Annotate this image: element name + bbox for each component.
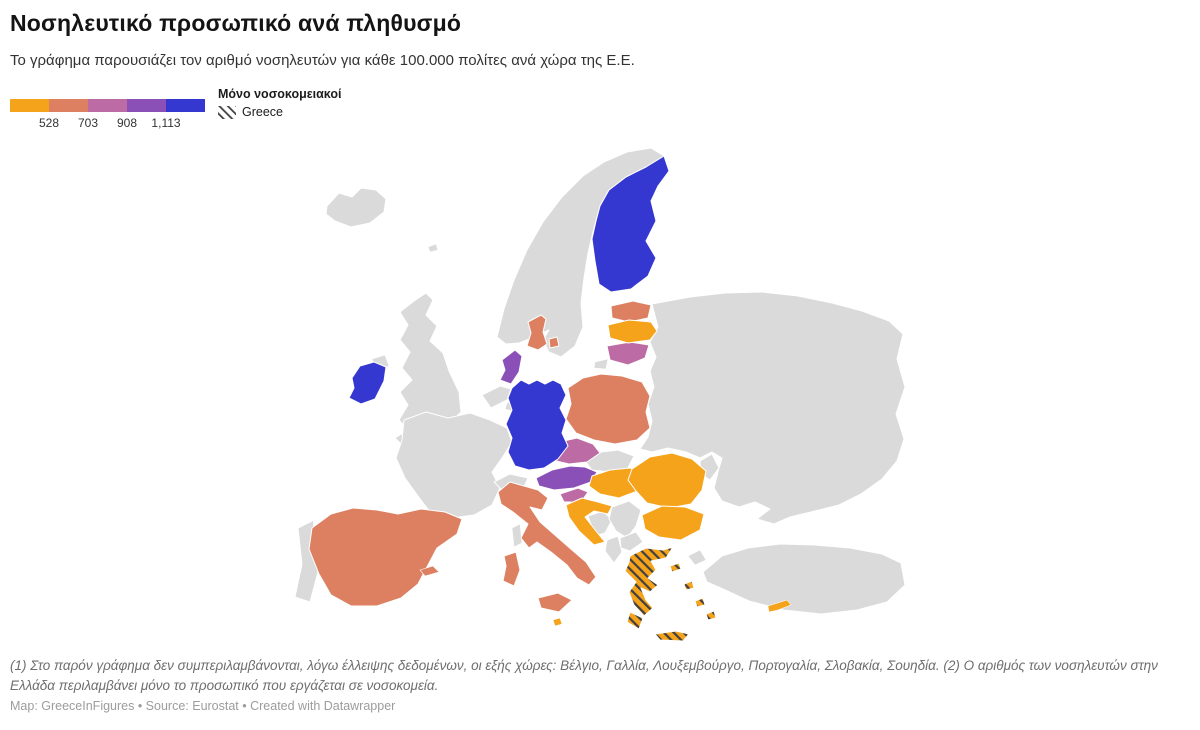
country-romania[interactable] (627, 452, 707, 509)
country-iceland[interactable] (325, 187, 387, 228)
legend-swatch-4 (127, 99, 166, 112)
legend-swatch-2 (49, 99, 88, 112)
footnote: (1) Στο παρόν γράφημα δεν συμπεριλαμβάνο… (10, 658, 1158, 694)
country-balearic-islands[interactable] (419, 565, 440, 577)
map-container (0, 140, 1200, 645)
country-netherlands[interactable] (499, 349, 523, 385)
country-italy[interactable] (497, 481, 597, 613)
country-albania[interactable] (604, 535, 623, 564)
country-bulgaria[interactable] (641, 505, 705, 541)
country-slovakia[interactable] (585, 449, 635, 473)
country-kaliningrad[interactable] (593, 358, 609, 370)
country-lithuania[interactable] (606, 341, 650, 366)
country-turkey[interactable] (702, 543, 906, 615)
country-faroe-islands[interactable] (427, 243, 439, 253)
hatch-swatch-icon (218, 105, 236, 119)
legend-threshold-3: 908 (116, 116, 138, 130)
legend-threshold-1: 528 (38, 116, 60, 130)
country-turkey-thrace[interactable] (687, 549, 707, 566)
country-greece[interactable] (624, 546, 717, 642)
country-austria[interactable] (535, 465, 598, 491)
country-spain[interactable] (308, 507, 463, 607)
country-germany[interactable] (505, 379, 569, 471)
country-ireland[interactable] (348, 361, 387, 405)
legend-threshold-4: 1,113 (151, 116, 181, 130)
legend-swatch-3 (88, 99, 127, 112)
country-finland[interactable] (591, 155, 670, 293)
legend-threshold-2: 703 (77, 116, 99, 130)
country-france[interactable] (395, 411, 513, 519)
country-north-macedonia[interactable] (619, 531, 644, 552)
country-estonia[interactable] (610, 300, 652, 323)
country-poland[interactable] (565, 373, 651, 445)
country-denmark[interactable] (526, 314, 560, 351)
legend-hatch-block: Μόνο νοσοκομειακοί Greece (218, 87, 341, 119)
country-latvia[interactable] (607, 319, 658, 344)
legend-swatch-5 (166, 99, 205, 112)
page-subtitle: Το γράφημα παρουσιάζει τον αριθμό νοσηλε… (10, 52, 635, 69)
page-title: Νοσηλευτικό προσωπικό ανά πληθυσμό (10, 10, 462, 36)
legend-swatches (10, 99, 205, 112)
attribution: Map: GreeceInFigures • Source: Eurostat … (10, 699, 396, 713)
country-malta[interactable] (552, 617, 563, 627)
legend-hatch-label: Greece (242, 105, 283, 119)
legend-color-scale: 528 703 908 1,113 (10, 99, 210, 133)
europe-map (294, 147, 906, 642)
country-corsica[interactable] (511, 523, 523, 548)
country-serbia[interactable] (608, 500, 642, 539)
legend-hatch-title: Μόνο νοσοκομειακοί (218, 87, 342, 101)
country-croatia[interactable] (565, 497, 613, 546)
country-eastern-europe-mass[interactable] (639, 291, 906, 525)
legend-swatch-1 (10, 99, 49, 112)
country-cyprus[interactable] (767, 599, 792, 613)
